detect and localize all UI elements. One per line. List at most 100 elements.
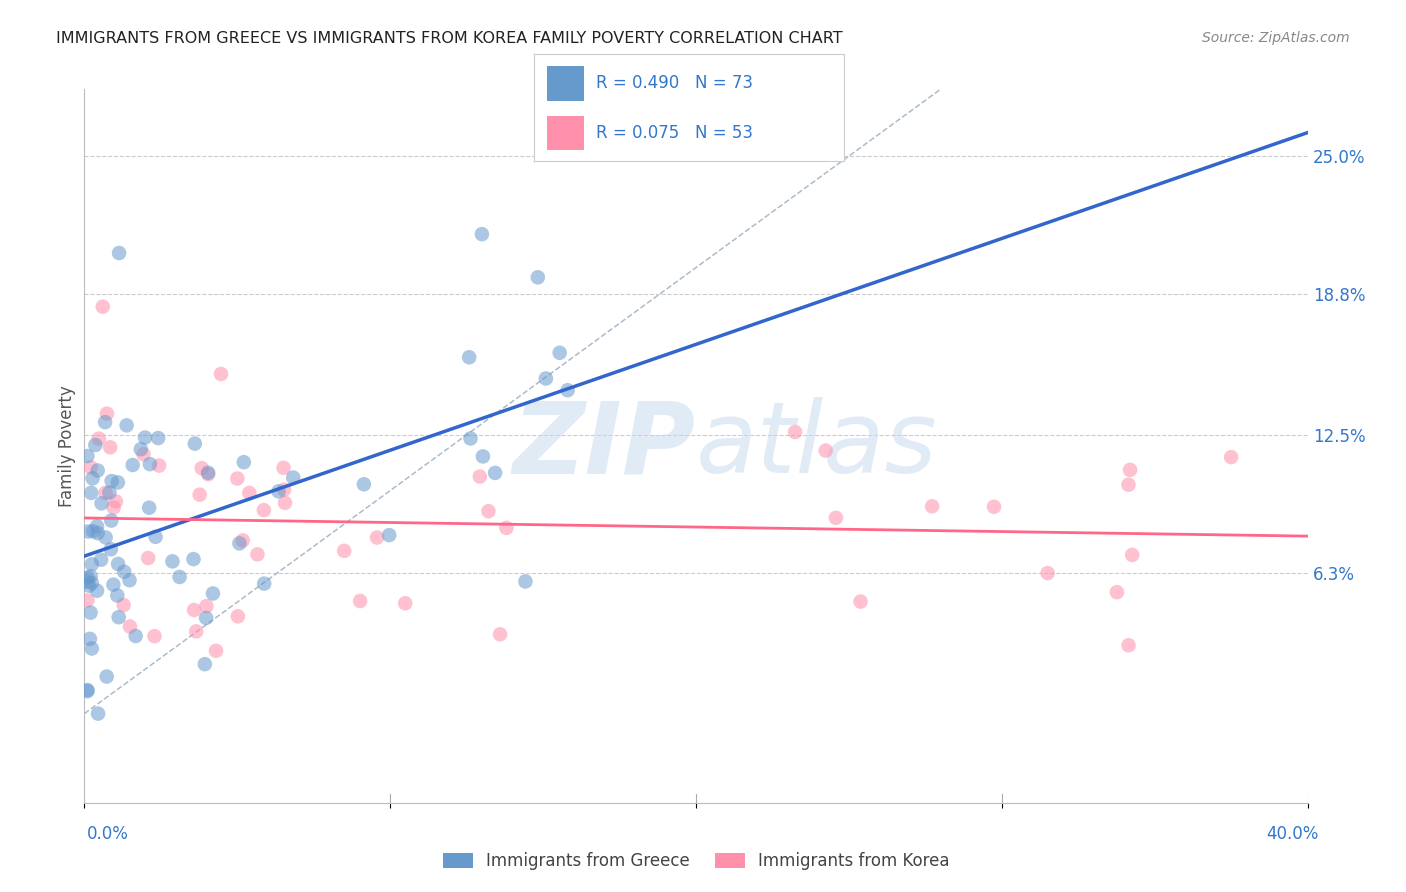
Point [76,684,98,698]
Bar [547,66,583,101]
Point [86,583,108,598]
Point [1220,450,1243,464]
Point [186,624,208,639]
Point [471,227,494,241]
Point [253,503,276,517]
Point [91,300,114,314]
Point [94,531,117,545]
Point [139,457,162,471]
Point [77,579,100,593]
Point [107,475,129,490]
Point [183,603,205,617]
Point [378,528,401,542]
Point [143,629,166,643]
Point [87,706,110,721]
Point [138,500,160,515]
Point [183,552,205,566]
Point [80,576,103,591]
Point [86,519,108,533]
Point [108,246,131,260]
Point [209,367,232,381]
Point [100,474,122,488]
Point [121,458,143,472]
Point [557,384,579,398]
Point [129,442,152,457]
Point [86,526,108,541]
Point [118,619,141,633]
Point [77,524,100,539]
Point [112,598,135,612]
Point [76,449,98,463]
Point [76,574,98,589]
Point [849,594,872,608]
Text: ZIP: ZIP [513,398,696,494]
Legend: Immigrants from Greece, Immigrants from Korea: Immigrants from Greece, Immigrants from … [436,846,956,877]
Point [197,466,219,480]
Point [527,270,550,285]
Point [353,477,375,491]
Point [333,544,356,558]
Point [82,524,104,539]
Point [79,632,101,646]
Point [201,586,224,600]
Point [107,557,129,571]
Point [98,440,121,454]
Point [76,593,98,607]
Text: 40.0%: 40.0% [1267,825,1319,843]
Text: Source: ZipAtlas.com: Source: ZipAtlas.com [1202,31,1350,45]
Point [515,574,537,589]
Point [273,483,295,497]
Point [232,533,254,548]
Point [495,521,517,535]
Point [86,463,108,477]
Point [98,485,121,500]
Point [79,606,101,620]
Point [115,418,138,433]
Point [80,485,103,500]
Point [118,574,141,588]
Point [136,551,159,566]
Point [477,504,499,518]
Point [1118,638,1140,652]
Point [100,514,122,528]
Point [283,470,305,484]
Text: atlas: atlas [696,398,938,494]
Point [195,611,218,625]
Point [84,438,107,452]
Point [162,554,184,568]
Point [458,351,481,365]
Point [1121,548,1143,562]
Point [273,460,295,475]
Point [489,627,512,641]
Point [471,450,494,464]
Point [94,486,117,500]
Point [80,460,103,475]
Point [783,425,806,439]
Point [87,432,110,446]
Point [1118,477,1140,491]
Point [814,443,837,458]
Point [921,500,943,514]
Point [983,500,1005,514]
Point [100,542,122,557]
Point [226,609,249,624]
Point [195,599,218,614]
Point [394,596,416,610]
Point [169,570,191,584]
Point [1105,585,1128,599]
Point [103,500,125,515]
Y-axis label: Family Poverty: Family Poverty [58,385,76,507]
Point [146,431,169,445]
Point [76,683,98,698]
Point [484,466,506,480]
Point [96,407,118,421]
Text: R = 0.075   N = 53: R = 0.075 N = 53 [596,124,754,142]
Point [184,436,207,450]
Text: R = 0.490   N = 73: R = 0.490 N = 73 [596,75,754,93]
Point [460,432,482,446]
Point [79,569,101,583]
Point [246,547,269,561]
Point [468,469,491,483]
Point [107,610,129,624]
Point [194,657,217,672]
